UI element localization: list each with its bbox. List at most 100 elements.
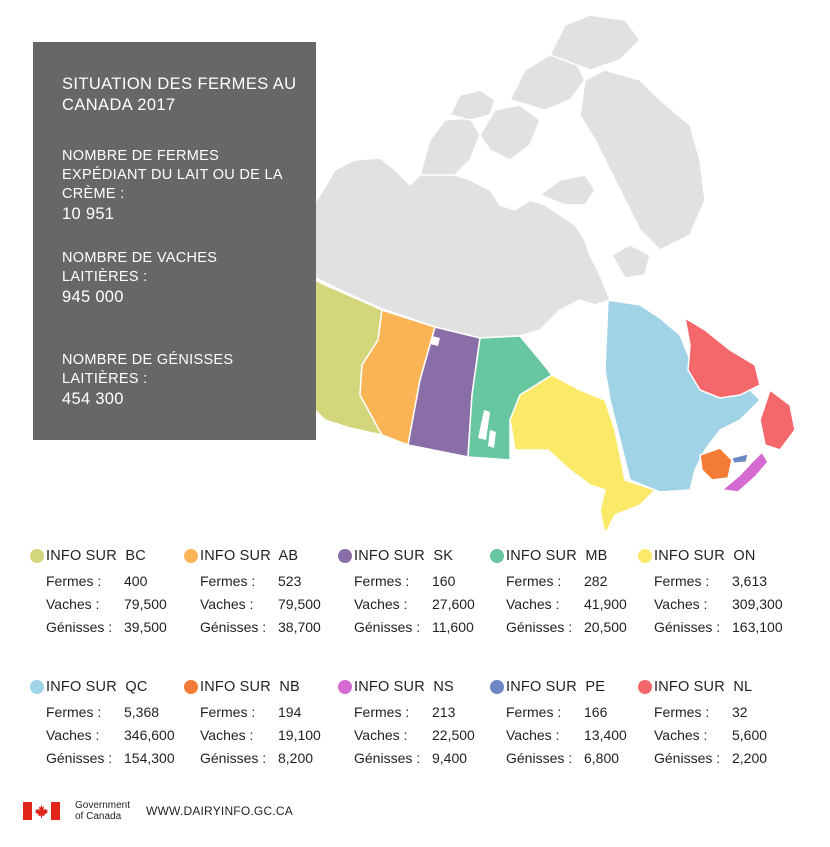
stat-label-heifers: Génisses : xyxy=(354,750,421,766)
stat-row-cows: Vaches : 27,600 xyxy=(354,593,475,616)
stat-label-heifers: Génisses : xyxy=(506,750,573,766)
stat-row-farms: Fermes : 400 xyxy=(46,570,147,593)
cows-stat: NOMBRE DE VACHES LAITIÈRES : 945 000 xyxy=(62,249,292,307)
stat-label-cows: Vaches : xyxy=(200,727,254,743)
stat-value-cows: 346,600 xyxy=(124,727,175,743)
legend-dot-icon xyxy=(184,549,198,563)
stat-value-heifers: 11,600 xyxy=(432,619,474,635)
stat-label-heifers: Génisses : xyxy=(354,619,421,635)
province-nb xyxy=(699,447,733,481)
stat-row-heifers: Génisses : 9,400 xyxy=(354,747,467,770)
stat-value-farms: 3,613 xyxy=(732,573,768,589)
stat-row-farms: Fermes : 213 xyxy=(354,701,455,724)
stat-row-heifers: Génisses : 8,200 xyxy=(200,747,313,770)
stat-row-heifers: Génisses : 2,200 xyxy=(654,747,767,770)
legend-dot-icon xyxy=(490,680,504,694)
stat-value-farms: 213 xyxy=(432,704,456,720)
stat-label-heifers: Génisses : xyxy=(654,619,721,635)
stat-label-heifers: Génisses : xyxy=(46,750,113,766)
province-card-title: INFO SUR ON xyxy=(654,548,756,564)
province-card-header: INFO SUR NS xyxy=(338,677,488,697)
stat-label-cows: Vaches : xyxy=(354,727,408,743)
heifers-value: 454 300 xyxy=(62,390,124,408)
stat-value-farms: 5,368 xyxy=(124,704,160,720)
farms-label: NOMBRE DE FERMES EXPÉDIANT DU LAIT OU DE… xyxy=(62,148,282,202)
stat-row-cows: Vaches : 19,100 xyxy=(200,724,321,747)
stat-row-heifers: Génisses : 38,700 xyxy=(200,616,321,639)
stat-value-heifers: 9,400 xyxy=(432,750,468,766)
legend-dot-icon xyxy=(638,549,652,563)
stat-value-heifers: 20,500 xyxy=(584,619,627,635)
arctic-island-6 xyxy=(448,89,496,121)
website-link[interactable]: WWW.DAIRYINFO.GC.CA xyxy=(146,804,293,818)
province-nl-labrador xyxy=(683,316,761,399)
arctic-island-4 xyxy=(548,14,641,71)
stat-value-heifers: 8,200 xyxy=(278,750,314,766)
stat-label-farms: Fermes : xyxy=(46,573,102,589)
stat-label-farms: Fermes : xyxy=(654,704,710,720)
stat-row-heifers: Génisses : 11,600 xyxy=(354,616,474,639)
stat-label-cows: Vaches : xyxy=(46,727,100,743)
province-card-mb: INFO SUR MB Fermes : 282 Vaches : 41,900 Géni… xyxy=(490,546,640,635)
territories-region xyxy=(287,14,706,339)
province-card-title: INFO SUR BC xyxy=(46,548,146,564)
legend-dot-icon xyxy=(490,549,504,563)
stat-label-farms: Fermes : xyxy=(200,704,256,720)
stat-row-cows: Vaches : 79,500 xyxy=(46,593,167,616)
legend-dot-icon xyxy=(638,680,652,694)
stat-value-heifers: 163,100 xyxy=(732,619,783,635)
stat-value-farms: 194 xyxy=(278,704,302,720)
arctic-island-1 xyxy=(419,117,481,176)
stat-row-farms: Fermes : 194 xyxy=(200,701,301,724)
stat-row-cows: Vaches : 309,300 xyxy=(654,593,783,616)
stat-value-heifers: 38,700 xyxy=(278,619,321,635)
stat-value-cows: 27,600 xyxy=(432,596,475,612)
province-card-title: INFO SUR NL xyxy=(654,679,753,695)
gov-line-1: Government xyxy=(75,800,131,811)
stat-label-heifers: Génisses : xyxy=(200,750,267,766)
stat-value-heifers: 154,300 xyxy=(124,750,175,766)
stat-row-heifers: Génisses : 6,800 xyxy=(506,747,619,770)
stat-row-farms: Fermes : 523 xyxy=(200,570,301,593)
stat-row-farms: Fermes : 32 xyxy=(654,701,748,724)
province-card-sk: INFO SUR SK Fermes : 160 Vaches : 27,600 Géni… xyxy=(338,546,488,635)
legend-dot-icon xyxy=(184,680,198,694)
stat-label-heifers: Génisses : xyxy=(506,619,573,635)
arctic-island-5 xyxy=(579,69,706,251)
stat-label-cows: Vaches : xyxy=(354,596,408,612)
arctic-island-8 xyxy=(610,244,651,279)
stat-label-heifers: Génisses : xyxy=(200,619,267,635)
stat-label-farms: Fermes : xyxy=(354,704,410,720)
stat-label-cows: Vaches : xyxy=(46,596,100,612)
stat-label-farms: Fermes : xyxy=(200,573,256,589)
province-card-nb: INFO SUR NB Fermes : 194 Vaches : 19,100 Géni… xyxy=(184,677,334,766)
stat-value-cows: 79,500 xyxy=(124,596,167,612)
stat-value-farms: 32 xyxy=(732,704,748,720)
stat-row-farms: Fermes : 166 xyxy=(506,701,607,724)
stat-row-heifers: Génisses : 154,300 xyxy=(46,747,175,770)
stat-row-cows: Vaches : 13,400 xyxy=(506,724,627,747)
province-card-title: INFO SUR NS xyxy=(354,679,454,695)
province-card-header: INFO SUR NL xyxy=(638,677,788,697)
stat-label-cows: Vaches : xyxy=(506,596,560,612)
farms-value: 10 951 xyxy=(62,205,115,223)
province-card-title: INFO SUR QC xyxy=(46,679,148,695)
province-card-qc: INFO SUR QC Fermes : 5,368 Vaches : 346,600 G… xyxy=(30,677,180,766)
stat-value-farms: 400 xyxy=(124,573,148,589)
province-card-header: INFO SUR BC xyxy=(30,546,180,566)
province-card-pe: INFO SUR PE Fermes : 166 Vaches : 13,400 Géni… xyxy=(490,677,640,766)
stat-row-cows: Vaches : 5,600 xyxy=(654,724,767,747)
government-wordmark: Government of Canada xyxy=(75,800,130,822)
lakes xyxy=(430,336,496,448)
arctic-island-2 xyxy=(479,104,541,161)
stat-label-farms: Fermes : xyxy=(506,704,562,720)
province-card-bc: INFO SUR BC Fermes : 400 Vaches : 79,500 Géni… xyxy=(30,546,180,635)
arctic-island-3 xyxy=(508,54,586,111)
canada-flag-icon xyxy=(23,802,60,820)
stat-value-cows: 41,900 xyxy=(584,596,627,612)
province-card-title: INFO SUR SK xyxy=(354,548,454,564)
province-card-nl: INFO SUR NL Fermes : 32 Vaches : 5,600 Géniss… xyxy=(638,677,788,766)
stat-row-farms: Fermes : 5,368 xyxy=(46,701,159,724)
stat-value-cows: 5,600 xyxy=(732,727,768,743)
cows-label: NOMBRE DE VACHES LAITIÈRES : xyxy=(62,250,218,285)
